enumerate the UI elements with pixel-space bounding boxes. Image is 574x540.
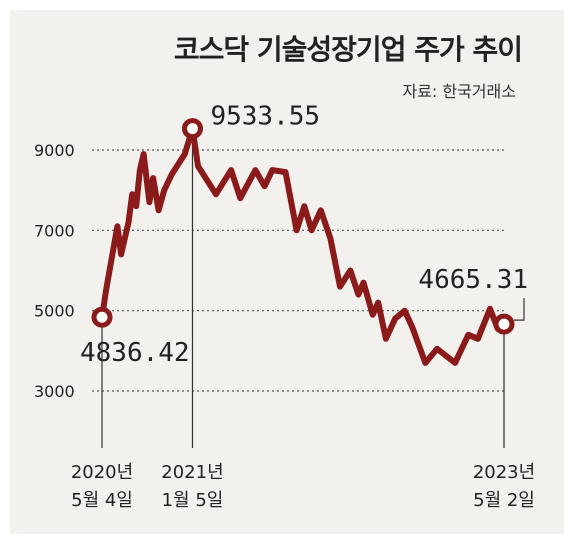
x-label-date: 1월 5일 (162, 490, 224, 511)
y-tick-label: 7000 (34, 221, 75, 240)
value-annotation: 4836.42 (80, 338, 190, 368)
series-layer (99, 125, 507, 366)
data-point-marker (181, 118, 203, 140)
chart-title: 코스닥 기술성장기업 주가 추이 (173, 33, 523, 66)
data-point-marker (493, 313, 515, 335)
marker-layer (91, 118, 515, 335)
y-tick-label: 3000 (34, 382, 75, 401)
x-label-date: 5월 4일 (71, 490, 133, 511)
value-annotation: 9533.55 (210, 102, 320, 132)
value-annotation: 4665.31 (418, 265, 528, 295)
series-line (99, 125, 507, 366)
x-axis-labels: 2020년 5월 4일 2021년 1월 5일 2023년 5월 2일 (71, 462, 535, 511)
annotation-layer: 4836.42 9533.55 4665.31 (80, 102, 528, 369)
y-axis-ticks: 9000 7000 5000 3000 (34, 141, 75, 401)
chart-source: 자료: 한국거래소 (402, 82, 516, 101)
date-leader-lines (101, 138, 505, 448)
x-label-year: 2021년 (161, 462, 223, 483)
x-label-date: 5월 2일 (473, 490, 535, 511)
y-tick-label: 5000 (34, 302, 75, 321)
x-label-year: 2023년 (473, 462, 535, 483)
x-label-year: 2020년 (71, 462, 133, 483)
annotation-connector (514, 298, 525, 321)
data-point-marker (91, 306, 113, 328)
y-tick-label: 9000 (34, 141, 75, 160)
